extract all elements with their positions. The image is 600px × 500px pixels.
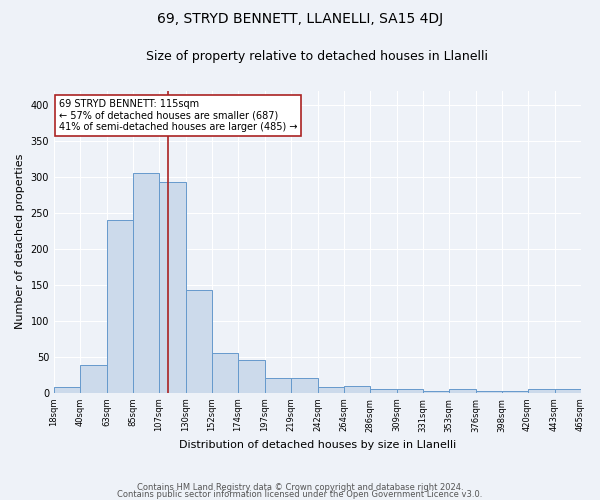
- Bar: [344, 386, 370, 393]
- Bar: [265, 378, 291, 393]
- Bar: [212, 353, 238, 393]
- Title: Size of property relative to detached houses in Llanelli: Size of property relative to detached ho…: [146, 50, 488, 63]
- Bar: [186, 290, 212, 393]
- Bar: [527, 389, 554, 393]
- Bar: [291, 378, 318, 393]
- X-axis label: Distribution of detached houses by size in Llanelli: Distribution of detached houses by size …: [179, 440, 456, 450]
- Bar: [133, 174, 159, 393]
- Text: Contains HM Land Registry data © Crown copyright and database right 2024.: Contains HM Land Registry data © Crown c…: [137, 484, 463, 492]
- Bar: [54, 387, 80, 393]
- Text: 69, STRYD BENNETT, LLANELLI, SA15 4DJ: 69, STRYD BENNETT, LLANELLI, SA15 4DJ: [157, 12, 443, 26]
- Bar: [422, 390, 449, 393]
- Y-axis label: Number of detached properties: Number of detached properties: [15, 154, 25, 330]
- Bar: [554, 389, 581, 393]
- Bar: [238, 360, 265, 393]
- Bar: [80, 366, 107, 393]
- Bar: [107, 220, 133, 393]
- Bar: [318, 387, 344, 393]
- Text: 69 STRYD BENNETT: 115sqm
← 57% of detached houses are smaller (687)
41% of semi-: 69 STRYD BENNETT: 115sqm ← 57% of detach…: [59, 99, 297, 132]
- Text: Contains public sector information licensed under the Open Government Licence v3: Contains public sector information licen…: [118, 490, 482, 499]
- Bar: [397, 389, 422, 393]
- Bar: [502, 390, 527, 393]
- Bar: [476, 390, 502, 393]
- Bar: [370, 389, 397, 393]
- Bar: [159, 182, 186, 393]
- Bar: [449, 389, 476, 393]
